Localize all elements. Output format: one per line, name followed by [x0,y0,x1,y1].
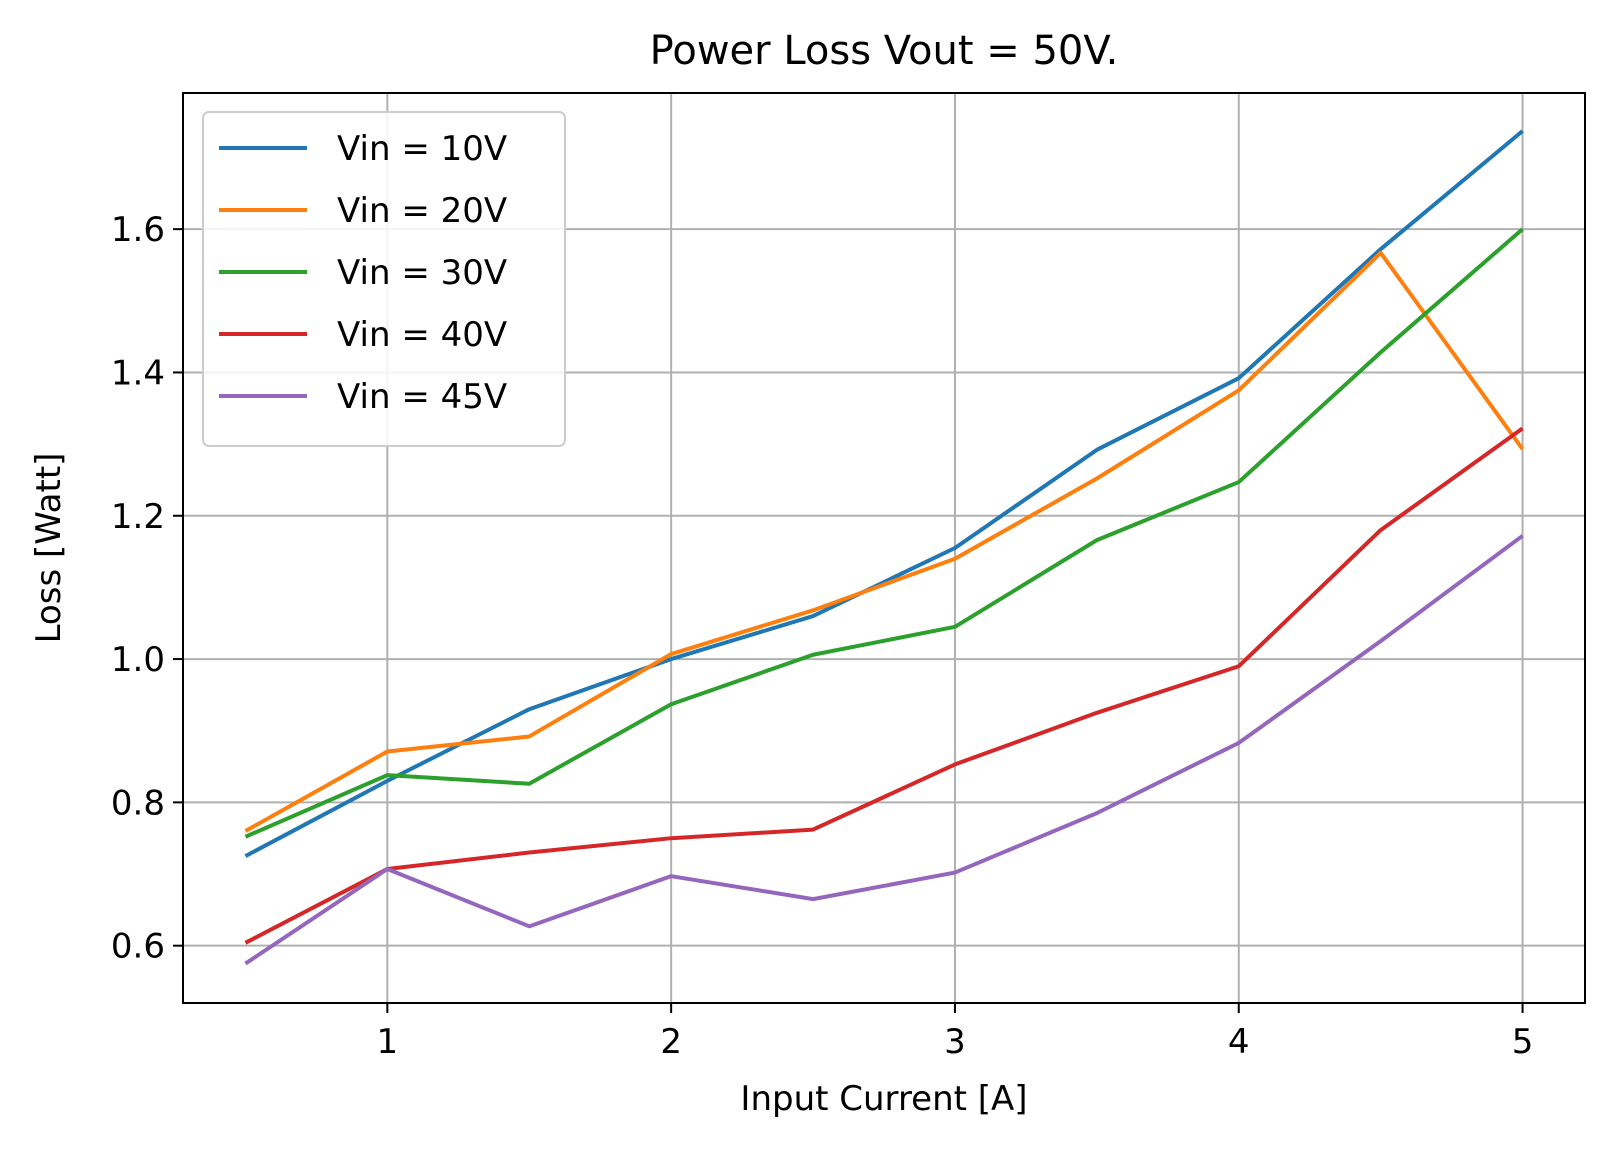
legend-entry-5: Vin = 45V [337,377,507,417]
legend: Vin = 10V Vin = 20V Vin = 30V Vin = 40V Vin … [202,111,566,447]
chart-title: Power Loss Vout = 50V. [650,28,1119,74]
y-axis: 0.6 0.8 1.0 1.2 1.4 1.6 [111,210,183,967]
series-line-3 [244,227,1524,839]
x-tick-label: 1 [377,1022,399,1062]
x-tick-label: 3 [944,1022,966,1062]
legend-box [202,111,566,447]
x-axis-label: Input Current [A] [740,1079,1027,1119]
y-tick-label: 0.8 [111,783,165,823]
x-tick-label: 5 [1512,1022,1534,1062]
y-tick-label: 1.2 [111,497,165,537]
x-tick-label: 4 [1228,1022,1250,1062]
x-axis: 1 2 3 4 5 [377,1003,1534,1062]
series-line-5 [244,534,1524,966]
y-axis-label: Loss [Watt] [29,453,69,644]
y-tick-label: 1.4 [111,353,165,393]
series-line-4 [244,426,1524,945]
series-lines [244,129,1525,966]
x-tick-label: 2 [660,1022,682,1062]
legend-entry-2: Vin = 20V [337,191,507,231]
y-tick-label: 1.0 [111,640,165,680]
y-tick-label: 0.6 [111,927,165,967]
series-line-2 [244,250,1525,833]
legend-entry-3: Vin = 30V [337,253,507,293]
y-tick-label: 1.6 [111,210,165,250]
legend-entry-1: Vin = 10V [337,129,507,169]
legend-entry-4: Vin = 40V [337,315,507,355]
plot-frame [182,92,1586,1004]
